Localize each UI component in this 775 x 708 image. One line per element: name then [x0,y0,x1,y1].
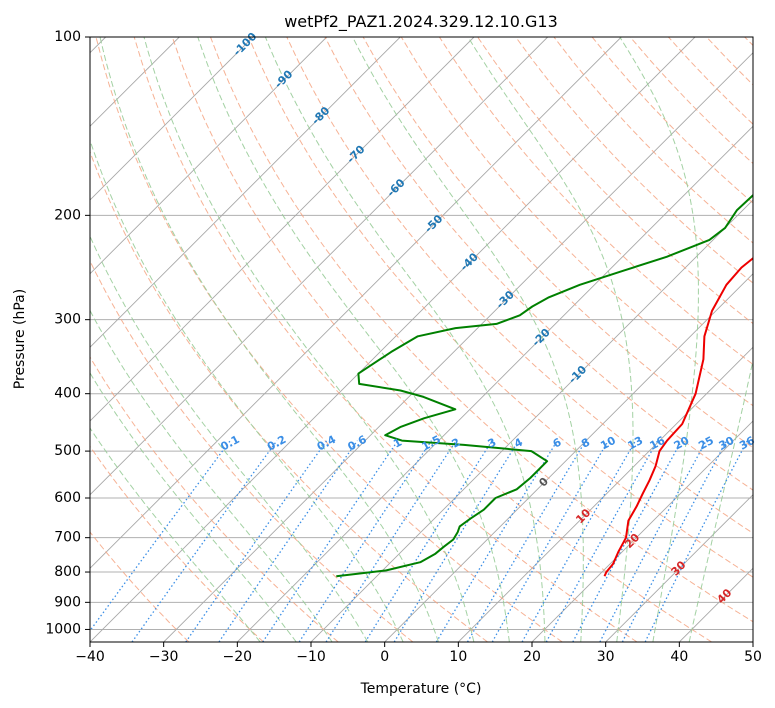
mixing-ratio-label: 25 [696,434,716,453]
y-tick-label: 500 [54,443,81,459]
isotherm-line [90,37,622,569]
mixing-ratio-line [131,440,278,642]
y-tick-label: 800 [54,564,81,580]
y-tick-label: 200 [54,207,81,223]
dry-adiabat-line [438,37,753,366]
skew-t-background-lines [90,37,753,642]
moist-adiabat-line [619,37,699,642]
moist-adiabat-line [90,235,369,642]
y-axis-label: Pressure (hPa) [12,289,28,389]
mixing-ratio-line [185,440,328,642]
isotherm-line [90,37,254,201]
moist-adiabat-line [143,37,475,642]
x-tick-label: 50 [744,649,762,665]
isotherm-line [90,37,696,642]
y-tick-label: 1000 [45,621,81,637]
mixing-ratio-label: 20 [672,434,692,453]
moist-adiabat-line [197,37,510,642]
mixing-ratio-line [435,440,558,642]
isotherm-line [384,273,753,642]
mixing-ratio-line [466,440,587,642]
x-tick-label: 40 [670,649,688,665]
moist-adiabat-line [688,357,753,642]
moist-adiabat-line [90,371,297,642]
moist-adiabat-line [264,37,546,642]
y-tick-label: 300 [54,312,81,328]
x-tick-label: −40 [75,649,105,665]
dry-adiabat-line [90,531,190,642]
x-tick-label: 0 [380,649,389,665]
x-tick-label: 10 [449,649,467,665]
mixing-ratio-line [298,440,433,642]
mixing-ratio-line [90,440,231,632]
mixing-ratio-line [393,440,520,642]
dry-adiabat-line [90,356,339,642]
mixing-ratio-line [364,440,493,642]
temperature-profile-line [603,256,753,577]
isotherm-line [605,494,753,642]
x-tick-label: 20 [523,649,541,665]
mixing-ratio-label: 10 [598,434,618,453]
mixing-ratio-label: 13 [626,434,646,453]
y-tick-label: 900 [54,594,81,610]
y-tick-label: 100 [54,29,81,45]
moist-adiabat-line [352,37,584,642]
mixing-ratio-line [545,440,659,642]
dewpoint-profile-line [336,193,753,578]
mixing-ratio-label: 16 [648,434,668,453]
moist-adiabat-line [90,427,261,642]
mixing-ratio-line [262,440,399,642]
isotherm-line [90,37,401,348]
isotherm-line [457,346,753,642]
mixing-ratio-line [325,440,457,642]
isotherm-line [236,125,753,642]
y-tick-label: 600 [54,490,81,506]
mixing-ratio-line [572,440,683,642]
x-tick-label: −30 [149,649,179,665]
dry-adiabat-line [133,37,638,642]
dry-adiabat-line [210,37,753,623]
isotherm-line [531,420,753,642]
isotherm-line [163,52,753,642]
chart-title: wetPf2_PAZ1.2024.329.12.10.G13 [284,12,558,32]
dry-adiabat-line [286,37,753,534]
moist-adiabat-line [99,37,439,642]
isotherm-line [90,37,475,422]
axes: −40 −30 −20 −10 0 10 20 30 40 50 100 200 300 400 500 60… [45,29,762,665]
mixing-ratio-line [521,440,637,642]
x-tick-label: −10 [296,649,326,665]
sounding-profiles [336,193,753,578]
dry-adiabat-line [90,150,488,642]
mixing-ratio-label: 30 [717,434,737,453]
dry-adiabat-line [515,37,753,284]
mixing-ratio-line [491,440,609,642]
dry-adiabat-line [248,37,753,578]
y-tick-label: 400 [54,386,81,402]
dry-adiabat-line [95,37,563,642]
plot-frame [89,36,754,643]
isotherm-line [90,37,549,496]
x-tick-label: −20 [223,649,253,665]
x-tick-label: 30 [597,649,615,665]
y-tick-label: 700 [54,530,81,546]
x-axis-label: Temperature (°C) [360,681,482,697]
dry-adiabat-line [90,259,414,642]
isotherm-line [90,37,328,275]
moist-adiabat-line [90,138,404,642]
dry-adiabat-line [171,37,712,642]
mixing-ratio-label: 36 [737,434,757,453]
mixing-ratio-line [644,440,748,642]
dry-adiabat-line [400,37,753,407]
dry-adiabat-line [90,445,264,642]
